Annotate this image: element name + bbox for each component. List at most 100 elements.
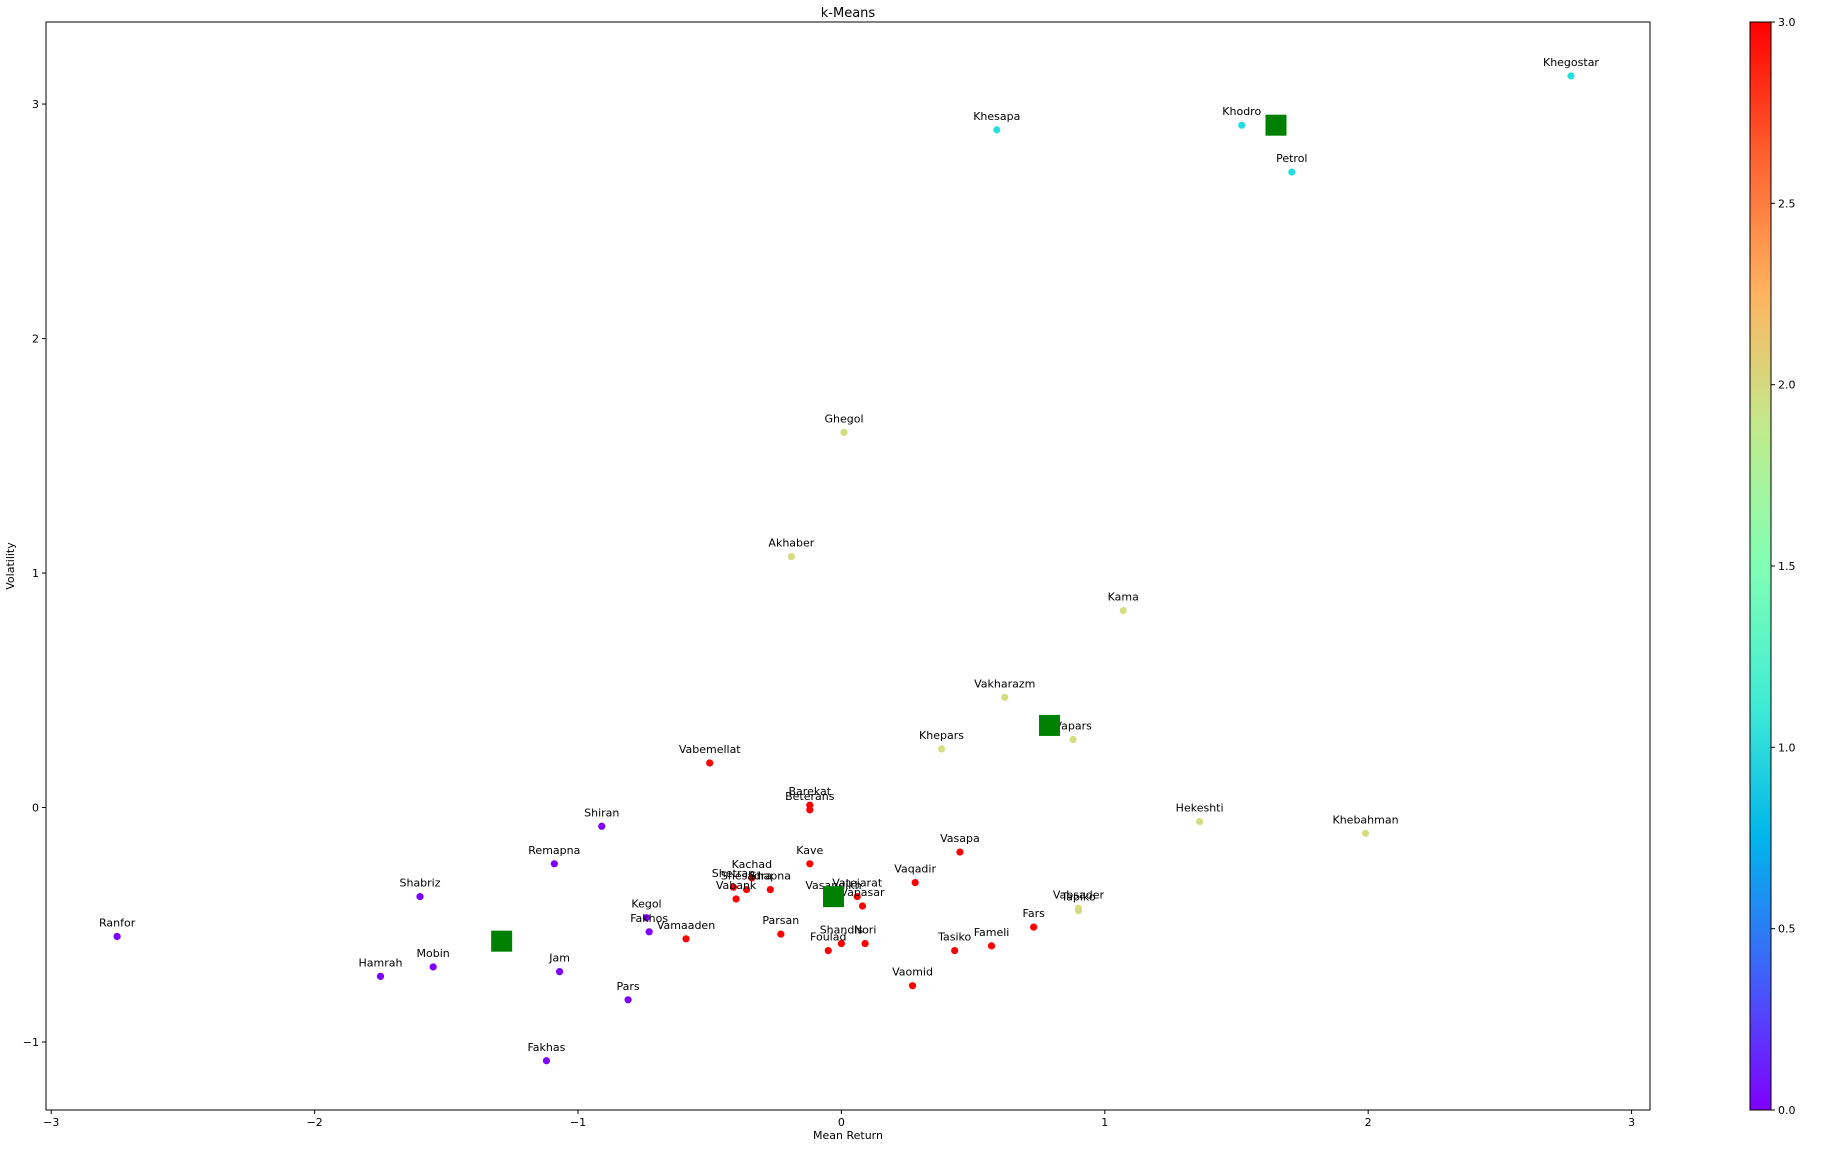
- point-label: Akhaber: [768, 537, 814, 550]
- point-label: Vapars: [1054, 720, 1092, 733]
- point-label: Kachad: [732, 858, 773, 871]
- data-point: [416, 893, 424, 901]
- data-point: [766, 885, 774, 894]
- point-label: Vatejarat: [832, 877, 883, 890]
- data-point: [542, 1057, 551, 1065]
- y-tick-label: 3: [32, 98, 39, 111]
- data-point: [624, 996, 632, 1004]
- data-point: [993, 126, 1001, 134]
- data-point: [376, 972, 385, 980]
- colorbar-tick-label: 1.5: [1778, 560, 1796, 573]
- colorbar-tick-label: 3.0: [1778, 16, 1796, 29]
- data-point: [550, 860, 558, 868]
- colorbar-gradient: [1749, 21, 1772, 1111]
- data-point: [642, 914, 651, 922]
- colorbar-tick-label: 0.0: [1778, 1104, 1796, 1117]
- point-label: Shiran: [584, 806, 619, 819]
- data-point: [908, 982, 917, 990]
- point-label: Khesapa: [973, 110, 1020, 123]
- y-axis-label: Volatility: [4, 542, 17, 590]
- data-point: [555, 968, 564, 976]
- data-point: [1074, 907, 1083, 915]
- y-tick-label: 2: [32, 333, 39, 346]
- plot-frame: [45, 21, 1651, 1111]
- point-label: Shandis: [820, 924, 864, 937]
- point-label: Fameli: [974, 926, 1010, 939]
- point-label: Tasiko: [937, 931, 971, 944]
- x-tick-label: 3: [1628, 1116, 1635, 1129]
- data-point: [777, 930, 785, 938]
- data-point: [748, 874, 756, 882]
- point-label: Vakharazm: [974, 677, 1035, 690]
- point-label: Vaomid: [892, 966, 933, 979]
- y-axis: −1 0 1 2 3: [23, 98, 46, 1049]
- point-label: Hamrah: [359, 956, 403, 969]
- data-point: [1196, 817, 1204, 826]
- data-point: [824, 946, 832, 955]
- data-point: [429, 963, 437, 971]
- point-label: Mobin: [417, 947, 450, 960]
- data-point: [682, 935, 690, 943]
- data-point: [987, 942, 996, 950]
- cluster-centroid: [491, 930, 513, 952]
- data-point: [1361, 829, 1370, 837]
- point-label: Kegol: [631, 898, 661, 911]
- point-label: Parsan: [762, 914, 799, 927]
- point-label: Khepars: [919, 729, 964, 742]
- data-point: [837, 939, 846, 948]
- colorbar-tick-label: 2.5: [1778, 197, 1796, 210]
- point-labels-layer: Ranfor Hamrah Mobin Shabriz Remapna Shiran Jam…: [99, 56, 1599, 1054]
- point-label: Fars: [1023, 907, 1046, 920]
- point-label: Vasandikh: [805, 879, 861, 892]
- cluster-centroid: [823, 886, 845, 908]
- points-layer: [113, 72, 1575, 1065]
- data-point: [937, 745, 946, 753]
- point-label: Vamaaden: [657, 919, 715, 932]
- point-label: Pars: [617, 980, 640, 993]
- colorbar-tick-label: 0.5: [1778, 923, 1796, 936]
- data-point: [732, 895, 740, 903]
- y-tick-label: 0: [32, 802, 39, 815]
- data-point: [645, 928, 653, 936]
- point-label: Vapasar: [840, 886, 885, 899]
- data-point: [1238, 121, 1246, 129]
- cluster-centroid: [1265, 114, 1287, 136]
- x-tick-label: −3: [43, 1116, 59, 1129]
- data-point: [729, 883, 738, 891]
- data-point: [787, 553, 795, 561]
- point-label: Vaqadir: [894, 863, 936, 876]
- point-label: Vasapa: [940, 832, 980, 845]
- data-point: [1001, 693, 1009, 701]
- point-label: Petrol: [1276, 152, 1307, 165]
- data-point: [598, 822, 606, 830]
- data-point: [113, 932, 121, 941]
- data-point: [1030, 923, 1038, 931]
- data-point: [806, 860, 814, 868]
- point-label: Shabriz: [399, 877, 440, 890]
- data-point: [861, 939, 869, 948]
- y-tick-label: −1: [23, 1036, 39, 1049]
- data-point: [840, 428, 848, 436]
- data-point: [1288, 168, 1296, 176]
- point-label: Khebahman: [1333, 813, 1399, 826]
- data-point: [951, 946, 959, 955]
- point-label: Ranfor: [99, 916, 136, 929]
- point-label: Hekeshti: [1176, 802, 1224, 815]
- data-point: [911, 878, 919, 887]
- data-point: [858, 902, 867, 910]
- data-point: [1119, 606, 1127, 615]
- x-axis-label: Mean Return: [813, 1129, 883, 1142]
- point-label: Vabank: [716, 879, 757, 892]
- point-label: Khegostar: [1543, 56, 1599, 69]
- x-tick-label: 1: [1101, 1116, 1108, 1129]
- colorbar-tick-label: 1.0: [1778, 741, 1796, 754]
- data-point: [956, 848, 964, 856]
- chart-title: k-Means: [821, 6, 876, 21]
- point-label: Remapna: [528, 844, 580, 857]
- data-point: [1069, 735, 1077, 744]
- point-label: Shetran: [712, 867, 755, 880]
- point-label: Beterans: [785, 790, 835, 803]
- point-label: Nori: [854, 924, 877, 937]
- point-label: Foulad: [810, 931, 846, 944]
